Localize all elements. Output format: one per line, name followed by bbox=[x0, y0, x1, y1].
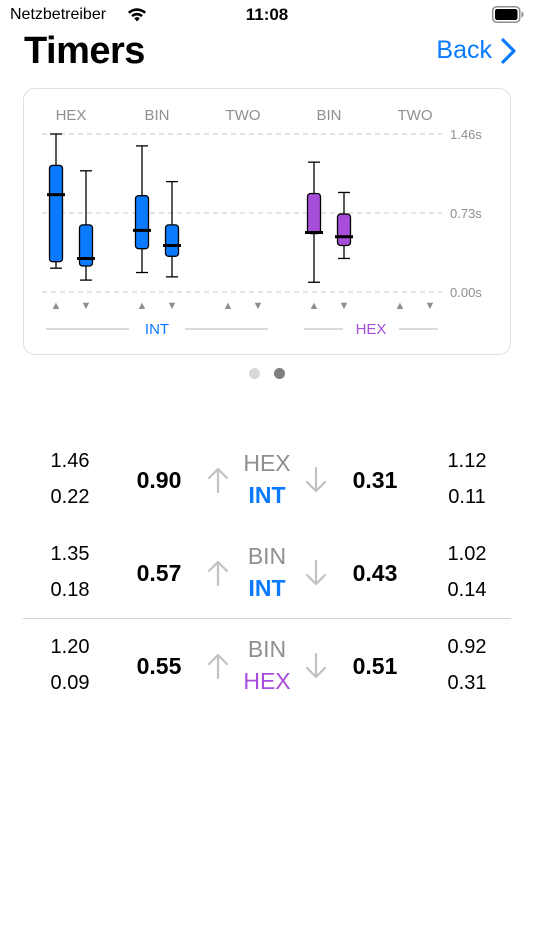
box-body bbox=[306, 192, 322, 235]
wifi-icon bbox=[128, 8, 146, 22]
chart-card[interactable]: HEX BIN TWO BIN TWO 1.46s 0.73s 0.00s ▲ ▼ ▲ ▼ ▲ ▼ ▲ ▼ ▲ ▼… bbox=[23, 88, 511, 355]
battery-icon bbox=[492, 6, 524, 23]
group-label: INT bbox=[145, 321, 169, 338]
comparison-row[interactable]: 1.20 0.09 0.55 BIN HEX 0.51 0.92 0.31 bbox=[0, 629, 534, 709]
right-median-value: 0.31 bbox=[352, 467, 398, 493]
group-label: HEX bbox=[356, 321, 387, 338]
status-bar: Netzbetreiber 11:08 bbox=[0, 0, 534, 30]
column-label: HEX bbox=[56, 107, 87, 124]
sort-desc-marker: ▼ bbox=[253, 300, 264, 312]
comparison-top-label: HEX bbox=[243, 450, 291, 476]
carrier-name: Netzbetreiber bbox=[10, 6, 107, 23]
row-separator bbox=[23, 618, 511, 619]
comparison-labels: BIN HEX bbox=[227, 633, 307, 697]
back-button[interactable]: Back bbox=[436, 36, 518, 65]
column-label: BIN bbox=[144, 107, 169, 124]
sort-desc-marker: ▼ bbox=[81, 300, 92, 312]
sort-desc-marker: ▼ bbox=[339, 300, 350, 312]
comparison-top-label: BIN bbox=[247, 636, 287, 662]
left-median-value: 0.55 bbox=[136, 653, 182, 679]
chevron-right-icon bbox=[501, 37, 516, 64]
sort-desc-marker: ▼ bbox=[425, 300, 436, 312]
page-dot-2[interactable] bbox=[274, 368, 285, 379]
sort-asc-marker: ▲ bbox=[395, 300, 406, 312]
box-body bbox=[336, 213, 352, 247]
arrow-down-icon bbox=[305, 652, 327, 679]
right-min-value: 0.14 bbox=[447, 579, 487, 601]
boxplot-chart: HEX BIN TWO BIN TWO 1.46s 0.73s 0.00s ▲ ▼ ▲ ▼ ▲ ▼ ▲ ▼ ▲ ▼… bbox=[42, 107, 482, 338]
left-max-value: 1.35 bbox=[50, 543, 90, 565]
arrow-down-icon bbox=[305, 559, 327, 586]
column-label: TWO bbox=[398, 107, 433, 124]
comparison-bottom-label: INT bbox=[248, 482, 286, 508]
box-body bbox=[78, 224, 94, 267]
box-body bbox=[48, 164, 64, 263]
left-max-value: 1.20 bbox=[50, 636, 90, 658]
arrow-up-icon bbox=[207, 467, 229, 494]
box-body bbox=[164, 224, 180, 257]
comparison-row[interactable]: 1.46 0.22 0.90 HEX INT 0.31 1.12 0.11 bbox=[0, 443, 534, 523]
sort-asc-marker: ▲ bbox=[137, 300, 148, 312]
left-min-value: 0.18 bbox=[50, 579, 90, 601]
status-time: 11:08 bbox=[245, 5, 289, 24]
arrow-up-icon bbox=[207, 560, 229, 587]
right-max-value: 0.92 bbox=[447, 636, 487, 658]
comparison-bottom-label: HEX bbox=[243, 668, 291, 694]
column-label: TWO bbox=[226, 107, 261, 124]
comparison-labels: BIN INT bbox=[227, 540, 307, 604]
arrow-up-icon bbox=[207, 653, 229, 680]
sort-asc-marker: ▲ bbox=[223, 300, 234, 312]
y-tick-label: 0.73s bbox=[450, 206, 482, 221]
sort-desc-marker: ▼ bbox=[167, 300, 178, 312]
y-tick-label: 1.46s bbox=[450, 127, 482, 142]
right-max-value: 1.12 bbox=[447, 450, 487, 472]
left-median-value: 0.90 bbox=[136, 467, 182, 493]
right-median-value: 0.43 bbox=[352, 560, 398, 586]
left-min-value: 0.09 bbox=[50, 672, 90, 694]
sort-asc-marker: ▲ bbox=[51, 300, 62, 312]
left-min-value: 0.22 bbox=[50, 486, 90, 508]
sort-asc-marker: ▲ bbox=[309, 300, 320, 312]
page-dot-1[interactable] bbox=[249, 368, 260, 379]
comparison-top-label: BIN bbox=[247, 543, 287, 569]
left-median-value: 0.57 bbox=[136, 560, 182, 586]
page-title: Timers bbox=[24, 30, 145, 72]
arrow-down-icon bbox=[305, 466, 327, 493]
back-button-label: Back bbox=[436, 36, 492, 64]
page-control[interactable] bbox=[0, 368, 534, 379]
left-max-value: 1.46 bbox=[50, 450, 90, 472]
right-median-value: 0.51 bbox=[352, 653, 398, 679]
box-body bbox=[134, 195, 150, 250]
comparison-row[interactable]: 1.35 0.18 0.57 BIN INT 0.43 1.02 0.14 bbox=[0, 536, 534, 616]
comparison-labels: HEX INT bbox=[227, 447, 307, 511]
right-min-value: 0.11 bbox=[448, 486, 486, 508]
y-tick-label: 0.00s bbox=[450, 285, 482, 300]
comparison-bottom-label: INT bbox=[248, 575, 286, 601]
column-label: BIN bbox=[316, 107, 341, 124]
right-max-value: 1.02 bbox=[447, 543, 487, 565]
right-min-value: 0.31 bbox=[447, 672, 487, 694]
